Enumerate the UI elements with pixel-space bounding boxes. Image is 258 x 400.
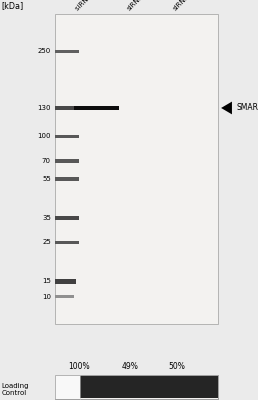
Bar [55, 177, 79, 180]
Bar [55, 279, 76, 284]
Text: 100: 100 [37, 133, 51, 139]
Bar [55, 241, 79, 244]
Text: siRNA#2: siRNA#2 [173, 0, 198, 11]
Bar [55, 134, 79, 138]
Bar [55, 50, 79, 53]
Text: 70: 70 [42, 158, 51, 164]
Text: siRNA#1: siRNA#1 [126, 0, 152, 11]
Text: siRNA ctrl: siRNA ctrl [75, 0, 103, 11]
Text: 130: 130 [37, 105, 51, 111]
Text: 10: 10 [42, 294, 51, 300]
Text: Loading
Control: Loading Control [1, 382, 29, 396]
Bar [55, 106, 79, 110]
Bar [55, 375, 218, 399]
Polygon shape [221, 102, 232, 114]
Text: [kDa]: [kDa] [1, 1, 23, 10]
Text: 50%: 50% [168, 362, 185, 371]
Text: 15: 15 [42, 278, 51, 284]
Bar [55, 159, 79, 163]
Text: SMARCA5: SMARCA5 [237, 104, 258, 112]
Bar [55, 14, 218, 324]
Text: 55: 55 [42, 176, 51, 182]
Text: 35: 35 [42, 215, 51, 221]
Bar [55, 295, 74, 298]
Text: 100%: 100% [68, 362, 90, 371]
Text: 25: 25 [42, 240, 51, 246]
Text: 49%: 49% [122, 362, 139, 371]
Bar [55, 216, 79, 220]
Bar [55, 375, 80, 399]
Text: 250: 250 [38, 48, 51, 54]
Bar [80, 376, 218, 398]
Bar [74, 106, 119, 110]
Bar [55, 375, 218, 399]
